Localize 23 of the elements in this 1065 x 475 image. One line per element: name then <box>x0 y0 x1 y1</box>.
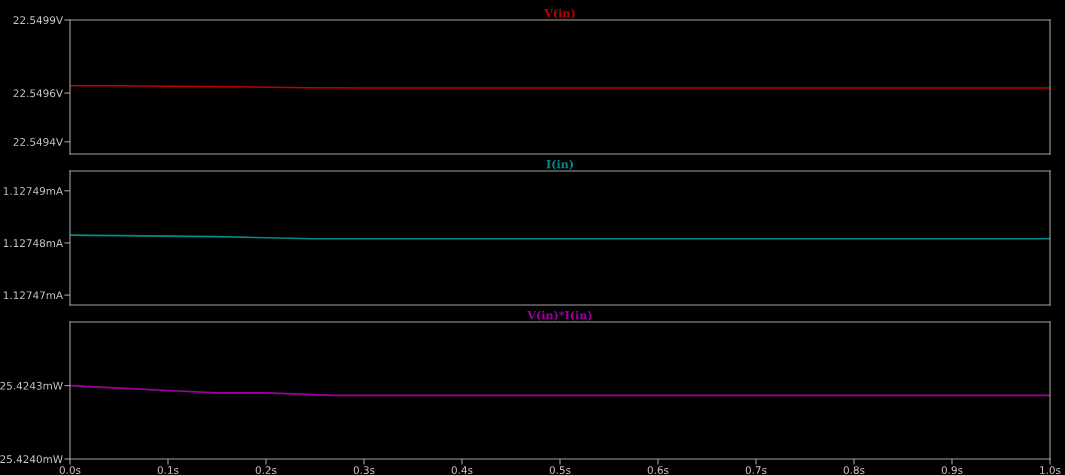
y-tick-label: 1.12748mA <box>3 239 63 248</box>
y-tick-label: 22.5494V <box>13 138 63 146</box>
y-tick-label: 22.5499V <box>13 16 63 25</box>
x-tick-label: 1.0s <box>1040 466 1061 475</box>
y-tick-label: 1.12747mA <box>3 291 63 300</box>
chart-title: V(in) <box>544 8 575 19</box>
chart-title: V(in)*I(in) <box>527 310 592 321</box>
x-tick-label: 0.0s <box>59 466 81 475</box>
x-tick-label: 0.2s <box>255 466 277 475</box>
x-tick-label: 0.8s <box>843 466 865 475</box>
x-tick-label: 0.4s <box>451 466 473 475</box>
x-tick-label: 0.3s <box>353 466 375 475</box>
x-tick-label: 0.6s <box>647 466 669 475</box>
x-tick-label: 0.7s <box>745 466 767 475</box>
chart-title: I(in) <box>546 159 573 170</box>
x-tick-label: 0.5s <box>549 466 571 475</box>
y-tick-label: 25.4243mW <box>0 381 63 390</box>
y-tick-label: 22.5496V <box>13 89 63 98</box>
x-tick-label: 0.1s <box>157 466 179 475</box>
y-tick-label: 1.12749mA <box>3 187 63 195</box>
x-tick-label: 0.9s <box>941 466 963 475</box>
line-series <box>70 384 1050 397</box>
y-tick-label: 25.4240mW <box>0 455 63 464</box>
